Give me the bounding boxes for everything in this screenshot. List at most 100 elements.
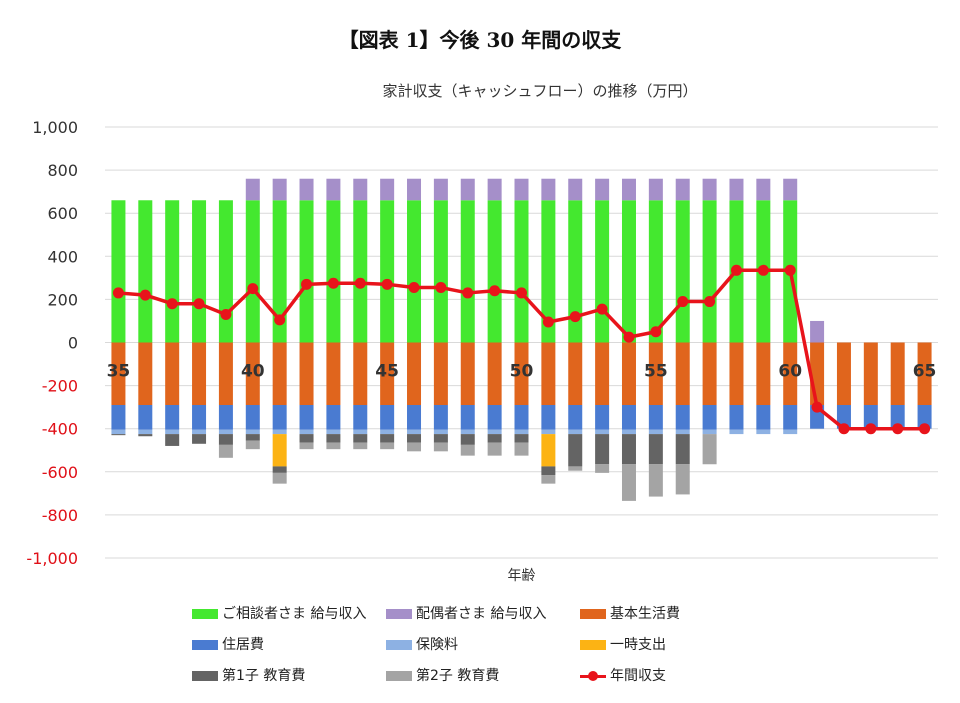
legend-swatch <box>192 671 218 681</box>
y-tick-label: 1,000 <box>32 118 78 137</box>
bar-salary-main <box>245 200 260 343</box>
bar-edu-child2 <box>621 464 636 501</box>
y-tick-label: -800 <box>42 506 78 525</box>
bar-insurance <box>299 429 314 435</box>
bar-salary-main <box>380 200 395 343</box>
x-tick-label: 65 <box>913 362 937 382</box>
bar-insurance <box>460 429 475 435</box>
bar-salary-spouse <box>729 178 744 201</box>
bar-salary-spouse <box>675 178 690 201</box>
bar-insurance <box>675 429 690 435</box>
annual-balance-point <box>596 303 608 315</box>
y-tick-label: -600 <box>42 463 78 482</box>
legend-label: 第1子 教育費 <box>222 668 306 684</box>
bar-salary-main <box>326 200 341 343</box>
bar-housing <box>165 404 180 430</box>
legend-item: 基本生活費 <box>580 604 680 624</box>
bar-insurance <box>245 429 260 435</box>
legend-item: 第2子 教育費 <box>386 666 499 686</box>
bar-housing <box>353 404 368 430</box>
bar-edu-child1 <box>111 434 126 436</box>
bar-housing <box>675 404 690 430</box>
bar-one-time <box>541 434 556 467</box>
x-tick-label: 55 <box>644 362 668 382</box>
y-tick-label: -400 <box>42 420 78 439</box>
bar-edu-child2 <box>353 442 368 450</box>
bar-salary-spouse <box>487 178 502 201</box>
bar-salary-main <box>218 200 233 343</box>
bar-salary-spouse <box>433 178 448 201</box>
bar-insurance <box>407 429 422 435</box>
bar-salary-spouse <box>648 178 663 201</box>
annual-balance-point <box>838 423 850 435</box>
bar-salary-main <box>702 200 717 343</box>
legend-label: 年間収支 <box>610 668 666 684</box>
annual-balance-point <box>301 278 313 290</box>
annual-balance-point <box>650 326 662 338</box>
bar-insurance <box>648 429 663 435</box>
bar-insurance <box>138 429 153 435</box>
bar-insurance <box>111 429 126 435</box>
x-tick-label: 35 <box>107 362 131 382</box>
legend-label: 配偶者さま 給与収入 <box>416 606 547 622</box>
bar-salary-main <box>111 200 126 343</box>
bar-edu-child1 <box>595 434 610 465</box>
bar-salary-main <box>675 200 690 343</box>
bar-salary-main <box>272 200 287 343</box>
bar-living <box>353 342 368 405</box>
bar-salary-spouse <box>407 178 422 201</box>
bar-edu-child1 <box>568 434 583 467</box>
legend-label: 基本生活費 <box>610 606 680 622</box>
bar-insurance <box>192 429 207 435</box>
annual-balance-point <box>677 296 689 308</box>
y-tick-label: 600 <box>47 204 78 223</box>
bar-edu-child2 <box>433 442 448 452</box>
legend-label: 一時支出 <box>610 637 666 653</box>
bar-living <box>407 342 422 405</box>
bar-salary-spouse <box>299 178 314 201</box>
bar-housing <box>621 404 636 430</box>
annual-balance-point <box>919 423 931 435</box>
bar-living <box>514 342 529 405</box>
bar-living <box>595 342 610 405</box>
bar-living <box>863 342 878 405</box>
bar-salary-spouse <box>245 178 260 201</box>
bar-insurance <box>783 429 798 435</box>
bar-edu-child1 <box>621 434 636 465</box>
bar-housing <box>138 404 153 430</box>
bar-salary-spouse <box>541 178 556 201</box>
y-tick-label: 200 <box>47 290 78 309</box>
bar-housing <box>863 404 878 429</box>
chart-title: 家計収支（キャッシュフロー）の推移（万円） <box>382 82 698 100</box>
bar-salary-spouse <box>460 178 475 201</box>
bar-salary-main <box>192 200 207 343</box>
bar-living <box>380 342 395 405</box>
bar-salary-spouse <box>380 178 395 201</box>
legend-swatch <box>580 609 606 619</box>
figure-title: 【図表 1】今後 30 年間の収支 <box>338 28 622 52</box>
bar-insurance <box>595 429 610 435</box>
annual-balance-point <box>569 311 581 323</box>
bar-salary-spouse <box>326 178 341 201</box>
bar-edu-child2 <box>595 464 610 473</box>
bar-housing <box>272 404 287 430</box>
bar-housing <box>702 404 717 430</box>
bar-salary-main <box>648 200 663 343</box>
bar-salary-main <box>165 200 180 343</box>
bar-salary-spouse <box>568 178 583 201</box>
annual-balance-point <box>354 277 366 289</box>
bar-salary-main <box>568 200 583 343</box>
bar-one-time <box>272 434 287 467</box>
bar-housing <box>756 404 771 430</box>
bar-salary-spouse <box>810 320 825 343</box>
bar-salary-main <box>595 200 610 343</box>
bar-living <box>836 342 851 405</box>
bar-edu-child1 <box>407 434 422 443</box>
bar-edu-child1 <box>514 434 529 443</box>
bar-living <box>648 342 663 405</box>
annual-balance-point <box>704 296 716 308</box>
bar-edu-child2 <box>568 466 583 471</box>
bar-edu-child2 <box>514 442 529 456</box>
bar-edu-child2 <box>407 442 422 452</box>
bar-edu-child1 <box>380 434 395 443</box>
